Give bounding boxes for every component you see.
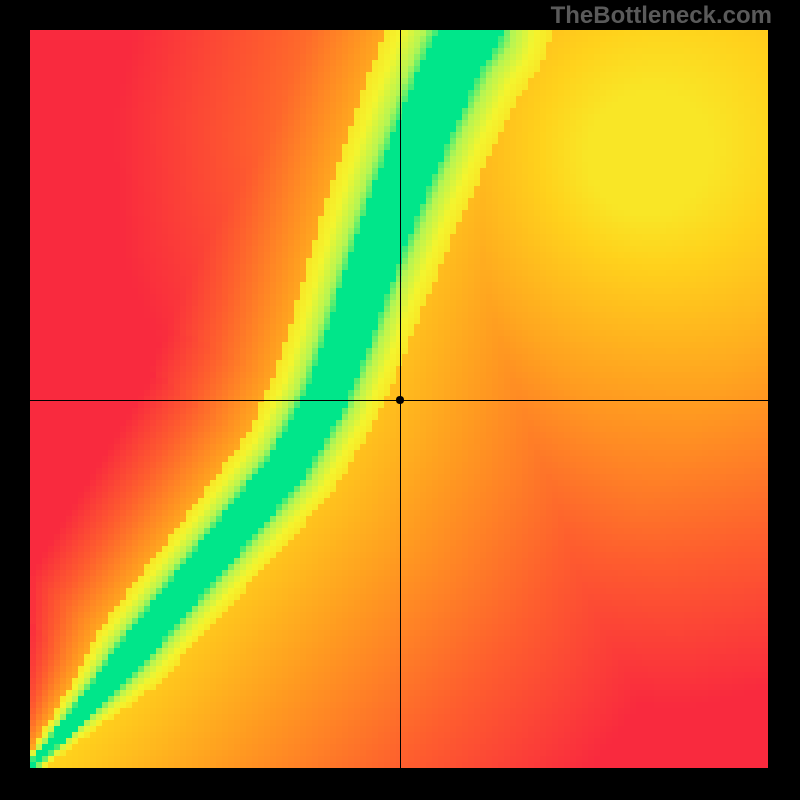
chart-container: TheBottleneck.com bbox=[0, 0, 800, 800]
heatmap-canvas bbox=[0, 0, 800, 800]
watermark-text: TheBottleneck.com bbox=[551, 2, 772, 30]
